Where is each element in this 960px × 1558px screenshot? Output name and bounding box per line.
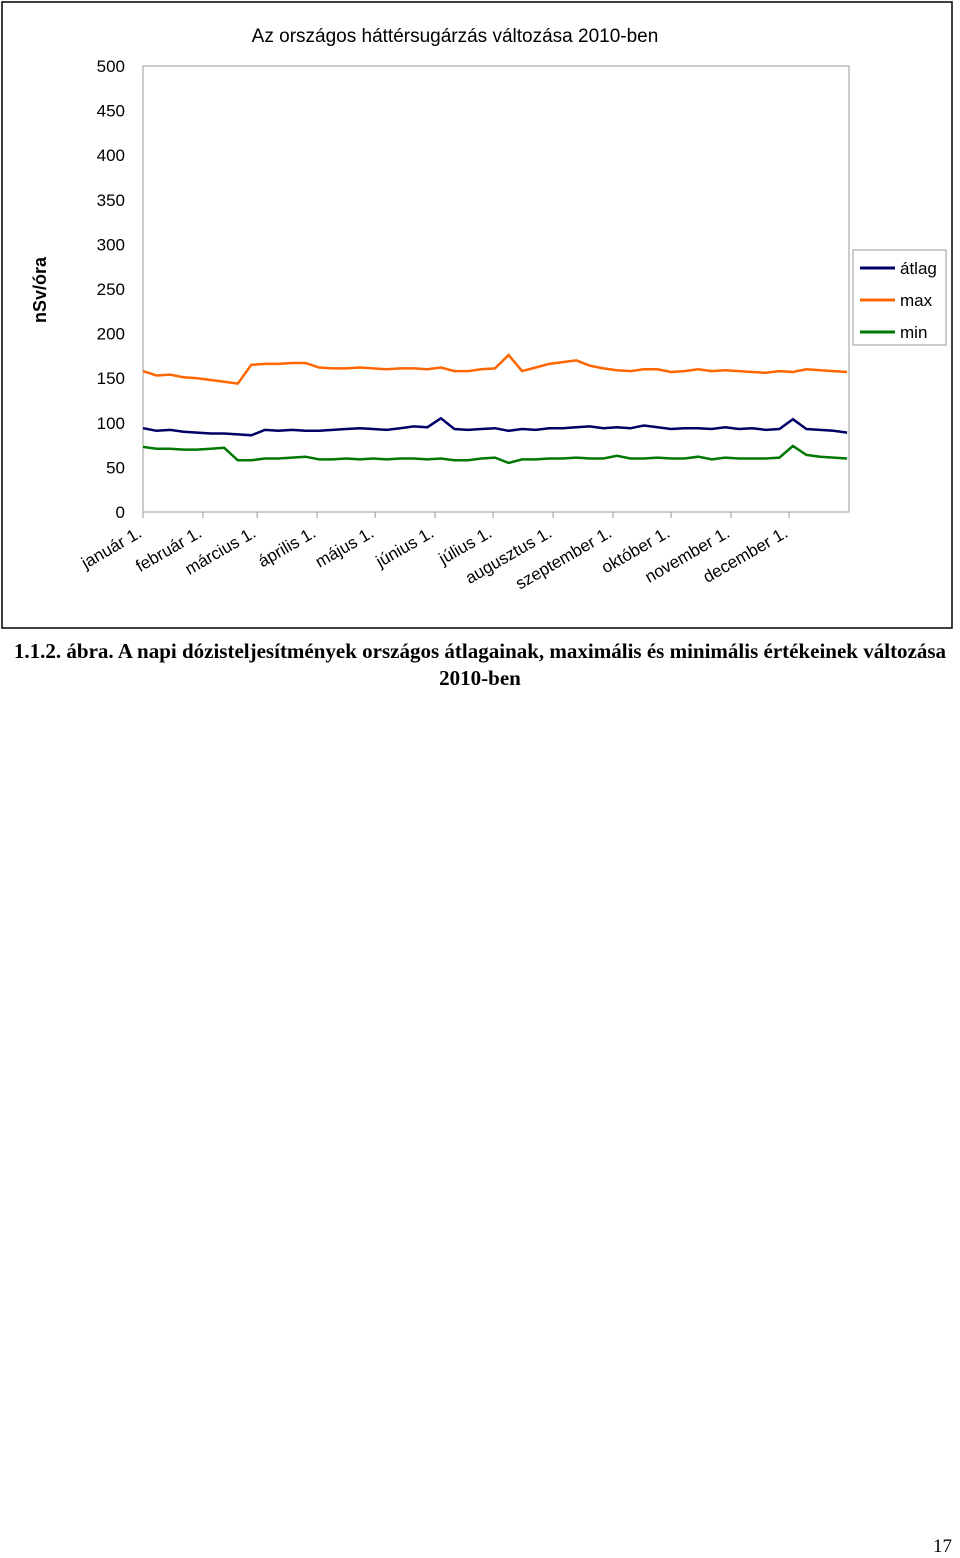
y-tick-label: 200 [97,325,125,344]
y-tick-label: 250 [97,280,125,299]
chart: Az országos háttérsugárzás változása 201… [1,1,953,629]
series-line [142,444,848,465]
caption: 1.1.2. ábra. A napi dózisteljesítmények … [13,639,947,690]
y-tick-label: 150 [97,369,125,388]
y-tick-label: 0 [116,503,125,522]
y-tick-label: 450 [97,102,125,121]
page-number: 17 [933,1536,952,1557]
y-tick-label: 300 [97,235,125,254]
series-line [142,416,848,437]
y-tick-label: 500 [97,57,125,76]
legend-label: átlag [900,259,937,278]
series-line [142,353,848,385]
y-tick-label: 100 [97,414,125,433]
plot-area [142,65,850,513]
chart-title: Az országos háttérsugárzás változása 201… [252,26,659,47]
legend-label: max [900,291,933,310]
legend [852,249,947,346]
y-axis-title: nSv/óra [30,256,50,323]
y-tick-label: 350 [97,191,125,210]
y-tick-label: 50 [106,458,125,477]
legend-label: min [900,323,927,342]
y-tick-label: 400 [97,146,125,165]
